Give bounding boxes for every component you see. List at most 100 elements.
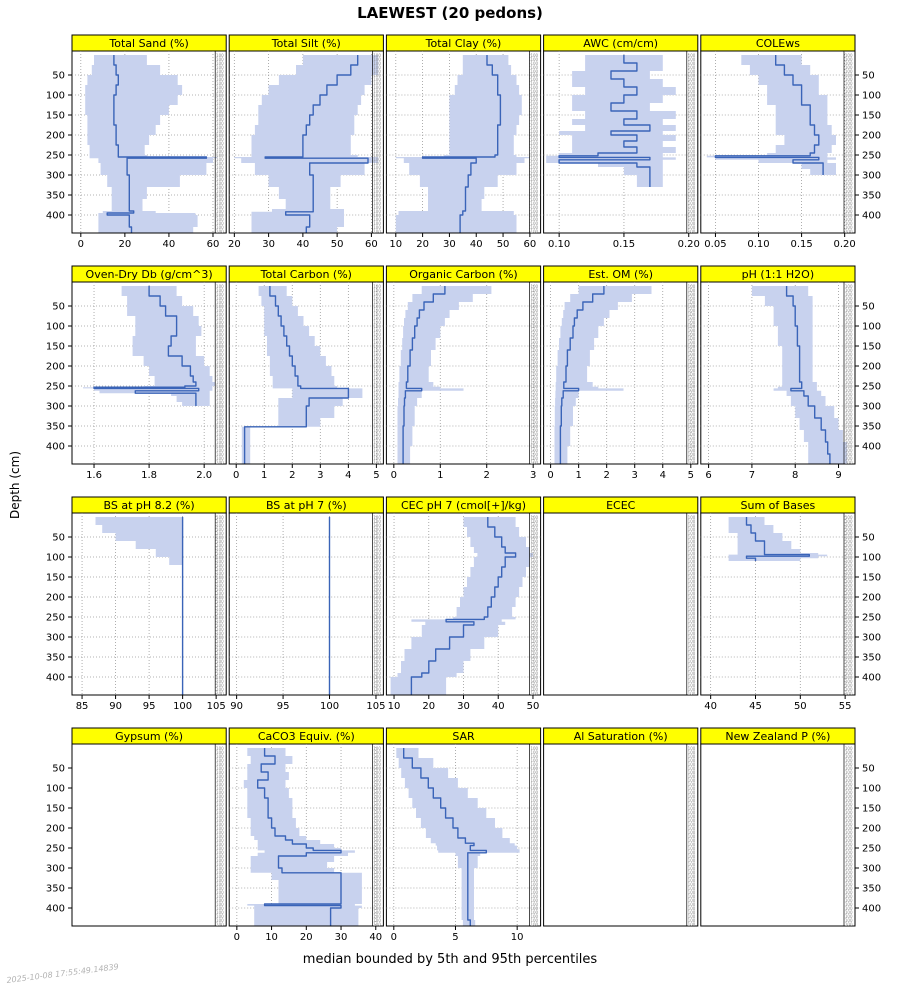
contributing-fraction-label: 100	[688, 914, 696, 919]
contributing-fraction-label: 100	[373, 416, 381, 421]
contributing-fraction-label: 100	[373, 575, 381, 580]
contributing-fraction-label: 100	[688, 149, 696, 154]
contributing-fraction-label: 100	[216, 619, 224, 624]
contributing-fraction-label: 100	[530, 838, 538, 843]
contributing-fraction-label: 100	[373, 121, 381, 126]
contributing-fraction-label: 100	[216, 858, 224, 863]
contributing-fraction-label: 100	[216, 452, 224, 457]
contributing-fraction-label: 100	[688, 826, 696, 831]
contributing-fraction-label: 100	[845, 778, 853, 783]
contributing-fraction-label: 100	[216, 428, 224, 433]
y-tick-label: 200	[862, 362, 881, 373]
contributing-fraction-label: 100	[530, 65, 538, 70]
median-line	[264, 55, 369, 233]
contributing-fraction-label: 100	[216, 340, 224, 345]
contributing-fraction-label: 100	[530, 189, 538, 194]
y-tick-label: 350	[862, 422, 881, 433]
contributing-fraction-label: 100	[530, 559, 538, 564]
panel-series	[751, 286, 848, 464]
contributing-fraction-label: 100	[216, 663, 224, 668]
contributing-fraction-label: 100	[530, 623, 538, 628]
contributing-fraction-label: 100	[688, 97, 696, 102]
contributing-fraction-label: 100	[373, 591, 381, 596]
contributing-fraction-label: 100	[688, 340, 696, 345]
contributing-fraction-label: 100	[845, 591, 853, 596]
contributing-fraction-label: 100	[216, 300, 224, 305]
contributing-fraction-label: 100	[373, 806, 381, 811]
contributing-fraction-label: 100	[373, 870, 381, 875]
panel-series	[546, 55, 676, 187]
contributing-fraction-label: 100	[845, 802, 853, 807]
contributing-fraction-label: 100	[216, 328, 224, 333]
contributing-fraction-label: 100	[688, 137, 696, 142]
panel-plot-area	[71, 743, 227, 927]
contributing-fraction-label: 100	[530, 193, 538, 198]
contributing-fraction-label: 100	[530, 898, 538, 903]
contributing-fraction-label: 100	[530, 137, 538, 142]
contributing-fraction-label: 100	[530, 400, 538, 405]
contributing-fraction-label: 100	[216, 834, 224, 839]
contributing-fraction-label: 100	[530, 229, 538, 234]
contributing-fraction-label: 100	[373, 878, 381, 883]
contributing-fraction-label: 100	[373, 814, 381, 819]
contributing-fraction-label: 100	[216, 292, 224, 297]
contributing-fraction-label: 100	[373, 882, 381, 887]
y-tick-label: 250	[862, 151, 881, 162]
y-tick-label: 100	[46, 553, 65, 564]
contributing-fraction-label: 100	[530, 671, 538, 676]
contributing-fraction-label: 100	[373, 683, 381, 688]
contributing-fraction-label: 100	[373, 360, 381, 365]
contributing-fraction-label: 100	[216, 794, 224, 799]
panel-ecec: ECEC100100100100100100100100100100100100…	[543, 496, 699, 696]
y-tick-label: 50	[862, 764, 875, 775]
y-tick-label: 200	[46, 824, 65, 835]
y-tick-label: 100	[46, 784, 65, 795]
contributing-fraction-label: 100	[688, 842, 696, 847]
contributing-fraction-label: 100	[688, 320, 696, 325]
contributing-fraction-label: 100	[845, 205, 853, 210]
contributing-fraction-label: 100	[688, 304, 696, 309]
contributing-fraction-label: 100	[688, 436, 696, 441]
contributing-fraction-label: 100	[216, 611, 224, 616]
contributing-fraction-label: 100	[216, 113, 224, 118]
x-tick-label: 50	[527, 701, 540, 712]
contributing-fraction-label: 100	[216, 117, 224, 122]
contributing-fraction-label: 100	[530, 300, 538, 305]
contributing-fraction-label: 100	[373, 153, 381, 158]
contributing-fraction-label: 100	[216, 659, 224, 664]
contributing-fraction-label: 100	[373, 292, 381, 297]
contributing-fraction-label: 100	[688, 404, 696, 409]
percentile-band	[234, 55, 379, 233]
x-tick-label: 2	[603, 470, 609, 481]
contributing-fraction-label: 100	[845, 623, 853, 628]
contributing-fraction-label: 100	[373, 300, 381, 305]
contributing-fraction-label: 100	[373, 830, 381, 835]
panel-series	[234, 55, 379, 233]
contributing-fraction-label: 100	[373, 762, 381, 767]
contributing-fraction-label: 100	[845, 181, 853, 186]
contributing-fraction-label: 100	[530, 794, 538, 799]
y-tick-label: 400	[46, 904, 65, 915]
contributing-fraction-label: 100	[845, 396, 853, 401]
contributing-fraction-label: 100	[845, 292, 853, 297]
contributing-fraction-label: 100	[688, 854, 696, 859]
contributing-fraction-label: 100	[373, 866, 381, 871]
contributing-fraction-label: 100	[845, 448, 853, 453]
contributing-fraction-label: 100	[373, 890, 381, 895]
contributing-fraction-label: 100	[530, 312, 538, 317]
contributing-fraction-label: 100	[373, 826, 381, 831]
contributing-fraction-label: 100	[688, 746, 696, 751]
contributing-fraction-label: 100	[530, 336, 538, 341]
contributing-fraction-label: 100	[688, 683, 696, 688]
contributing-fraction-label: 100	[530, 515, 538, 520]
contributing-fraction-label: 100	[845, 376, 853, 381]
contributing-fraction-label: 100	[373, 667, 381, 672]
x-tick-label: 8	[792, 470, 798, 481]
contributing-fraction-label: 100	[530, 213, 538, 218]
contributing-fraction-label: 100	[845, 408, 853, 413]
x-tick-label: 10	[389, 239, 402, 250]
panel-total-carbon: Total Carbon (%)100100100100100100100100…	[228, 265, 384, 481]
x-tick-label: 0	[391, 932, 397, 943]
contributing-fraction-label: 100	[530, 225, 538, 230]
contributing-fraction-label: 100	[216, 432, 224, 437]
